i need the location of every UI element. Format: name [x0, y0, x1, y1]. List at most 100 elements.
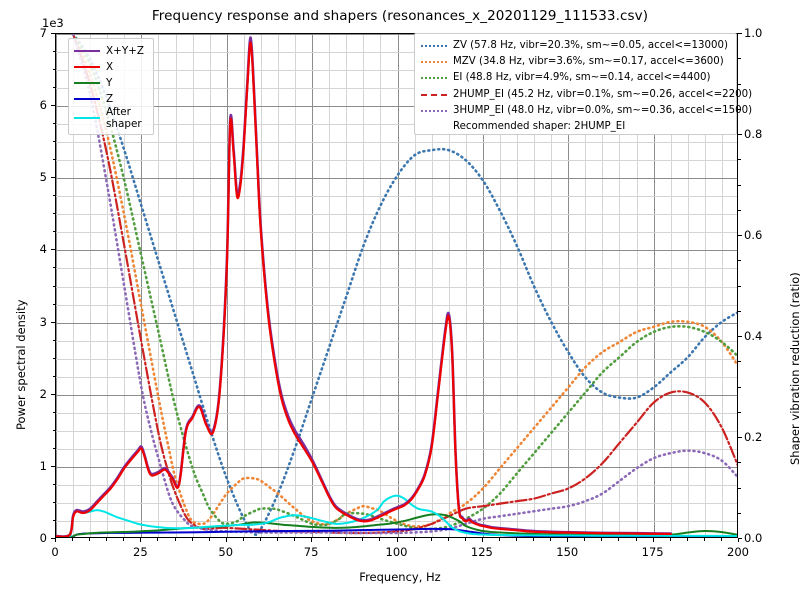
y-left-tick-label: 6 [39, 98, 47, 113]
x-tick-label: 175 [641, 545, 664, 559]
y-right-tick [738, 411, 741, 413]
gridline [175, 34, 177, 537]
y-left-tick-label: 4 [39, 242, 47, 257]
gridline [158, 34, 160, 537]
y-right-tick-label: 1.0 [744, 26, 763, 40]
x-tick [208, 538, 210, 541]
x-tick [72, 538, 74, 541]
x-tick [106, 538, 108, 541]
legend-item[interactable]: 3HUMP_EI (48.0 Hz, vibr=0.0%, sm~=0.36, … [421, 103, 752, 119]
legend-label: X [106, 60, 114, 73]
legend-swatch-y [74, 76, 100, 90]
gridline [312, 34, 314, 537]
y-left-tick [52, 429, 55, 431]
x-tick [89, 538, 91, 541]
legend-swatch-z [74, 92, 100, 106]
y-right-tick [738, 310, 741, 312]
legend-shapers[interactable]: ZV (57.8 Hz, vibr=20.3%, sm~=0.05, accel… [414, 33, 752, 135]
gridline [431, 34, 433, 537]
y-left-tick [52, 303, 55, 305]
legend-swatch-after [74, 111, 100, 125]
recommended-shaper-label: Recommended shaper: 2HUMP_EI [453, 121, 626, 133]
gridline [56, 502, 737, 504]
gridline [56, 430, 737, 432]
y-left-tick [52, 285, 55, 287]
x-tick-label: 25 [133, 545, 148, 559]
gridline [56, 88, 737, 90]
y-left-tick [52, 231, 55, 233]
gridline [56, 358, 737, 360]
y-left-tick [51, 249, 55, 251]
x-tick [447, 538, 449, 541]
x-tick [157, 538, 159, 541]
x-tick [242, 538, 244, 541]
gridline [56, 196, 737, 198]
x-axis-title: Frequency, Hz [359, 570, 441, 584]
x-tick [225, 538, 227, 542]
y-left-tick [51, 321, 55, 323]
legend-item[interactable]: X [74, 59, 148, 75]
legend-label: 2HUMP_EI (45.2 Hz, vibr=0.1%, sm~=0.26, … [453, 88, 753, 100]
y-left-offset-label: 1e3 [42, 16, 64, 30]
psd-curve-x [56, 41, 672, 537]
x-tick [618, 538, 620, 541]
legend-signals[interactable]: X+Y+Z X Y Z After shaper [68, 38, 154, 135]
shaper-curve-zv [71, 34, 737, 537]
gridline [517, 34, 519, 537]
legend-label: ZV (57.8 Hz, vibr=20.3%, sm~=0.05, accel… [453, 39, 728, 51]
y-left-tick [51, 393, 55, 395]
legend-swatch-zv [421, 39, 447, 53]
y-left-tick [52, 51, 55, 53]
y-left-tick [52, 375, 55, 377]
x-tick [140, 538, 142, 542]
x-tick [601, 538, 603, 541]
legend-label: After shaper [106, 106, 142, 130]
y-right-tick [738, 235, 742, 236]
y-right-tick [738, 58, 741, 60]
y-right-tick-label: 0.0 [744, 531, 763, 545]
gridline [56, 412, 737, 414]
legend-swatch-mzv [421, 55, 447, 69]
legend-item[interactable]: Y [74, 75, 148, 91]
legend-item[interactable]: ZV (57.8 Hz, vibr=20.3%, sm~=0.05, accel… [421, 38, 730, 54]
gridline [636, 34, 638, 537]
x-tick [345, 538, 347, 541]
y-left-tick [52, 87, 55, 89]
legend-item[interactable]: X+Y+Z [74, 43, 148, 59]
gridline [670, 34, 672, 537]
gridline [346, 34, 348, 537]
gridline [551, 34, 553, 537]
y-left-tick [51, 538, 55, 539]
y-left-tick [52, 447, 55, 449]
gridline [226, 34, 228, 537]
x-tick [669, 538, 671, 541]
y-left-tick [52, 483, 55, 485]
x-tick [396, 538, 398, 542]
x-tick [311, 538, 313, 542]
x-tick-label: 50 [218, 545, 234, 559]
y-right-tick [738, 260, 741, 262]
legend-item[interactable]: MZV (34.8 Hz, vibr=3.6%, sm~=0.17, accel… [421, 54, 730, 70]
gridline [56, 70, 737, 72]
y-left-tick [52, 339, 55, 341]
legend-item[interactable]: Z [74, 91, 148, 107]
gridline [56, 214, 737, 216]
gridline [56, 286, 737, 288]
y-left-tick-label: 7 [39, 26, 47, 40]
y-right-tick-label: 0.6 [744, 228, 763, 242]
x-tick-label: 75 [303, 545, 319, 559]
legend-item[interactable]: EI (48.8 Hz, vibr=4.9%, sm~=0.14, accel<… [421, 71, 730, 87]
gridlines [56, 34, 737, 537]
x-tick [379, 538, 381, 541]
y-right-tick [738, 361, 741, 363]
legend-item[interactable]: After shaper [74, 106, 148, 137]
x-tick [191, 538, 193, 541]
gridline [56, 34, 57, 537]
x-tick [567, 538, 569, 542]
legend-label: X+Y+Z [106, 44, 144, 57]
y-left-tick [52, 159, 55, 161]
gridline [56, 160, 737, 162]
legend-item[interactable]: 2HUMP_EI (45.2 Hz, vibr=0.1%, sm~=0.26, … [421, 87, 752, 103]
gridline [687, 34, 689, 537]
x-tick-label: 150 [556, 545, 579, 559]
